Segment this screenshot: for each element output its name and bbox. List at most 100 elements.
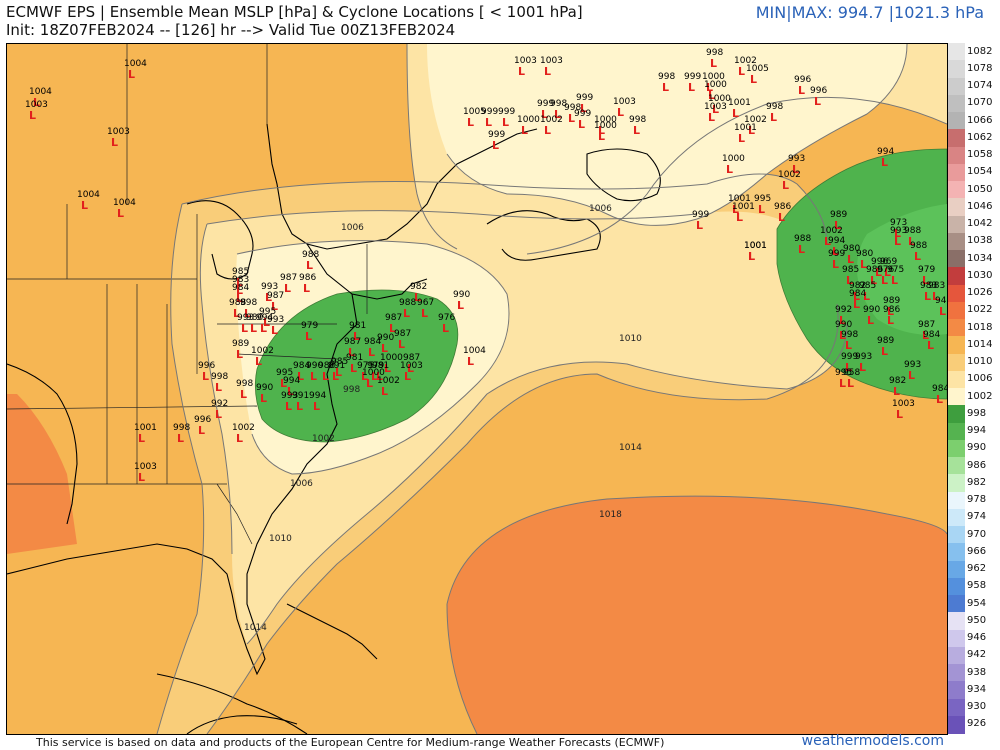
low-marker-icon: L xyxy=(881,345,888,358)
low-pressure-value: 984 xyxy=(293,361,310,371)
low-pressure-value: 995 xyxy=(259,307,276,317)
state-borders xyxy=(7,44,368,545)
low-pressure-value: 1005 xyxy=(746,64,769,74)
low-pressure-value: 998 xyxy=(766,102,783,112)
low-pressure-value: 1001 xyxy=(734,123,757,133)
scale-swatch xyxy=(948,198,965,216)
low-pressure-value: 982 xyxy=(410,282,427,292)
pressure-map[interactable]: 1006 1006 1010 1014 1018 1002 1006 1010 … xyxy=(6,43,948,735)
scale-swatch xyxy=(948,215,965,234)
scale-label: 998 xyxy=(967,407,987,419)
low-marker-icon: L xyxy=(332,370,339,383)
low-pressure-value: 996 xyxy=(198,361,215,371)
low-marker-icon: L xyxy=(894,227,901,240)
scale-swatch xyxy=(948,457,965,475)
low-pressure-value: 987 xyxy=(918,320,935,330)
low-pressure-value: 998 xyxy=(240,298,257,308)
low-marker-icon: L xyxy=(736,211,743,224)
low-marker-icon: L xyxy=(177,432,184,445)
low-pressure-value: 990 xyxy=(256,383,273,393)
low-pressure-value: 1003 xyxy=(25,100,48,110)
low-marker-icon: L xyxy=(893,385,900,398)
low-marker-icon: L xyxy=(887,314,894,327)
isobar-label: 1018 xyxy=(599,510,622,520)
low-pressure-value: 1003 xyxy=(613,97,636,107)
low-pressure-value: 991 xyxy=(292,391,309,401)
coastlines xyxy=(7,123,661,734)
low-pressure-value: 998 xyxy=(550,99,567,109)
low-marker-icon: L xyxy=(688,81,695,94)
scale-swatch xyxy=(948,60,965,78)
isobar-label: 1006 xyxy=(290,479,313,489)
low-pressure-value: 994 xyxy=(828,236,845,246)
low-marker-icon: L xyxy=(442,322,449,335)
low-marker-icon: L xyxy=(381,385,388,398)
low-marker-icon: L xyxy=(236,432,243,445)
low-marker-icon: L xyxy=(335,366,342,379)
low-pressure-value: 1002 xyxy=(744,115,767,125)
scale-swatch xyxy=(948,353,965,372)
low-marker-icon: L xyxy=(870,274,877,287)
scale-label: 1038 xyxy=(967,235,993,247)
low-pressure-value: 980 xyxy=(843,244,860,254)
scale-label: 1078 xyxy=(967,62,993,74)
low-marker-icon: L xyxy=(662,81,669,94)
low-pressure-value: 987 xyxy=(267,291,284,301)
low-pressure-value: 994 xyxy=(283,376,300,386)
low-marker-icon: L xyxy=(236,284,243,297)
fill-gulf-high xyxy=(7,394,77,554)
low-marker-icon: L xyxy=(305,330,312,343)
low-pressure-value: 984 xyxy=(932,384,947,394)
low-pressure-value: 1000 xyxy=(517,115,540,125)
low-marker-icon: L xyxy=(404,370,411,383)
low-pressure-value: 1001 xyxy=(732,202,755,212)
low-marker-icon: L xyxy=(853,298,860,311)
low-marker-icon: L xyxy=(398,338,405,351)
low-marker-icon: L xyxy=(303,282,310,295)
low-pressure-value: 988 xyxy=(318,361,335,371)
low-pressure-value: 996 xyxy=(794,75,811,85)
low-marker-icon: L xyxy=(863,290,870,303)
low-pressure-value: 998 xyxy=(706,48,723,58)
low-marker-icon: L xyxy=(348,346,355,359)
low-pressure-value: 980 xyxy=(856,249,873,259)
low-pressure-value: 986 xyxy=(774,202,791,212)
low-pressure-value: 1002 xyxy=(734,56,757,66)
low-pressure-value: 999 xyxy=(498,107,515,117)
scale-label: 1026 xyxy=(967,287,993,299)
low-marker-icon: L xyxy=(782,179,789,192)
low-marker-icon: L xyxy=(236,276,243,289)
low-marker-icon: L xyxy=(770,111,777,124)
scale-swatch xyxy=(948,715,965,734)
scale-label: 930 xyxy=(967,701,987,713)
low-marker-icon: L xyxy=(255,355,262,368)
low-pressure-value: 999 xyxy=(481,107,498,117)
scale-swatch xyxy=(948,250,965,268)
low-marker-icon: L xyxy=(111,136,118,149)
low-marker-icon: L xyxy=(265,291,272,304)
low-pressure-value: 984 xyxy=(232,283,249,293)
low-marker-icon: L xyxy=(859,361,866,374)
low-marker-icon: L xyxy=(887,305,894,318)
low-pressure-value: 999 xyxy=(828,249,845,259)
fill-1002-north xyxy=(427,44,907,226)
low-marker-icon: L xyxy=(361,370,368,383)
low-marker-icon: L xyxy=(839,377,846,390)
low-pressure-value: 981 xyxy=(349,321,366,331)
low-pressure-value: 988 xyxy=(302,250,319,260)
scale-swatch xyxy=(948,595,965,613)
low-pressure-value: 1002 xyxy=(778,170,801,180)
low-pressure-value: 1001 xyxy=(728,194,751,204)
low-marker-icon: L xyxy=(310,370,317,383)
site-link[interactable]: weathermodels.com xyxy=(801,733,944,749)
low-pressure-value: 999 xyxy=(841,352,858,362)
pressure-color-scale: 1082 1078 1074 1070 1066 1062 1058 1054 1050 1046… xyxy=(948,43,1000,734)
low-marker-icon: L xyxy=(407,362,414,375)
low-pressure-value: 999 xyxy=(684,72,701,82)
low-marker-icon: L xyxy=(726,163,733,176)
low-marker-icon: L xyxy=(738,65,745,78)
scale-label: 970 xyxy=(967,528,987,540)
low-marker-icon: L xyxy=(732,107,739,120)
low-marker-icon: L xyxy=(366,377,373,390)
low-pressure-value: 1001 xyxy=(744,241,767,251)
